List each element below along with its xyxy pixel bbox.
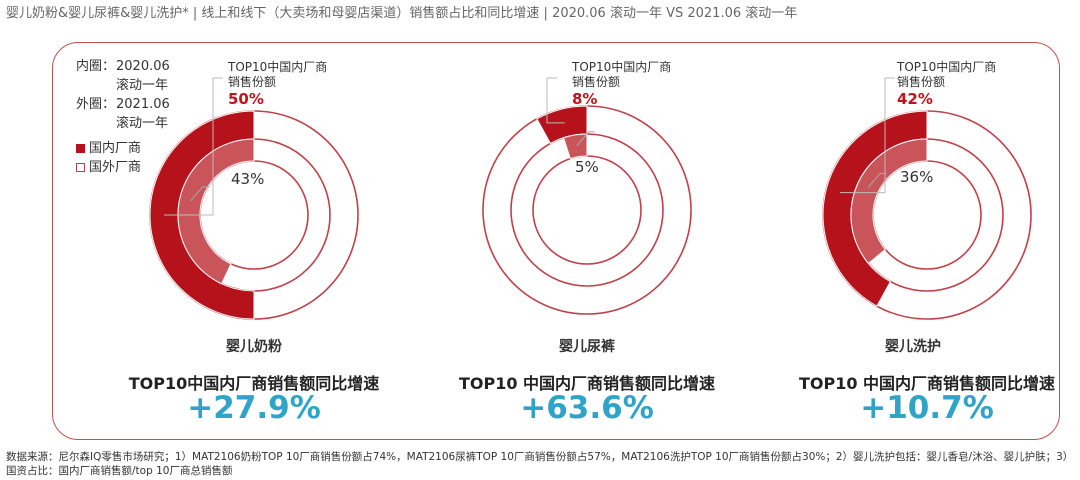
legend-inner-val1: 2020.06	[116, 59, 170, 74]
panel-2-label-line2: 销售份额	[572, 75, 621, 89]
panel-2-outer-pct: 8%	[572, 90, 598, 108]
panel-3-label-line1: TOP10中国内厂商	[897, 60, 997, 74]
panel-3-inner-pct: 36%	[900, 168, 934, 186]
legend-outer-val2: 滚动一年	[116, 116, 169, 131]
legend-inner-val2: 滚动一年	[116, 78, 169, 93]
panel-1-label-line2: 销售份额	[228, 75, 277, 89]
panel-2-growth-value: +63.6%	[520, 390, 654, 426]
footnote: 数据来源：尼尔森IQ零售市场研究；1）MAT2106奶粉TOP 10厂商销售份额…	[6, 451, 1074, 477]
panel-2-growth-label: TOP10 中国内厂商销售额同比增速	[458, 374, 716, 393]
panel-3-label-line2: 销售份额	[897, 75, 946, 89]
panel-2-inner-leader-line	[576, 131, 595, 147]
legend-inner-key: 内圈：	[76, 59, 116, 74]
legend-domestic: 国内厂商	[89, 141, 142, 156]
legend-domestic-swatch	[76, 144, 85, 153]
legend-foreign-swatch	[76, 163, 85, 172]
panel-1-category: 婴儿奶粉	[226, 339, 282, 355]
panel-1-inner-domestic-slice	[177, 138, 255, 285]
panel-1-inner-leader-line	[190, 186, 209, 202]
panel-2-inner-pct: 5%	[575, 158, 599, 176]
panel-2-category: 婴儿尿裤	[559, 339, 615, 355]
legend-outer-key: 外圈：	[76, 97, 116, 112]
panel-3-inner-domestic-slice	[850, 138, 928, 265]
legend-outer-val1: 2021.06	[116, 97, 170, 112]
panel-3-growth-label: TOP10 中国内厂商销售额同比增速	[798, 374, 1056, 393]
panel-1-outer-pct: 50%	[228, 90, 264, 108]
panel-1-growth-label: TOP10中国内厂商销售额同比增速	[128, 374, 380, 393]
panel-2-label-line1: TOP10中国内厂商	[572, 60, 672, 74]
panel-3-outer-leader-line	[839, 77, 895, 194]
panel-3-inner-leader-line	[867, 172, 887, 188]
panel-1-inner-pct: 43%	[231, 170, 265, 188]
panel-3-category: 婴儿洗护	[885, 339, 941, 355]
legend-foreign: 国外厂商	[89, 160, 142, 175]
panel-1-outer-leader-line	[164, 77, 223, 216]
panel-1-growth-value: +27.9%	[187, 390, 321, 426]
page-title: 婴儿奶粉&婴儿尿裤&婴儿洗护* | 线上和线下（大卖场和母婴店渠道）销售额占比和…	[6, 6, 798, 21]
panel-2-outer-leader-line	[546, 77, 565, 124]
ring-legend: 内圈： 2020.06 滚动一年 外圈： 2021.06 滚动一年 国内厂商 国外厂…	[76, 57, 170, 177]
panel-3-outer-pct: 42%	[897, 90, 933, 108]
chart-frame	[52, 42, 1060, 440]
panel-3-growth-value: +10.7%	[860, 390, 994, 426]
panel-1-label-line1: TOP10中国内厂商	[228, 60, 328, 74]
